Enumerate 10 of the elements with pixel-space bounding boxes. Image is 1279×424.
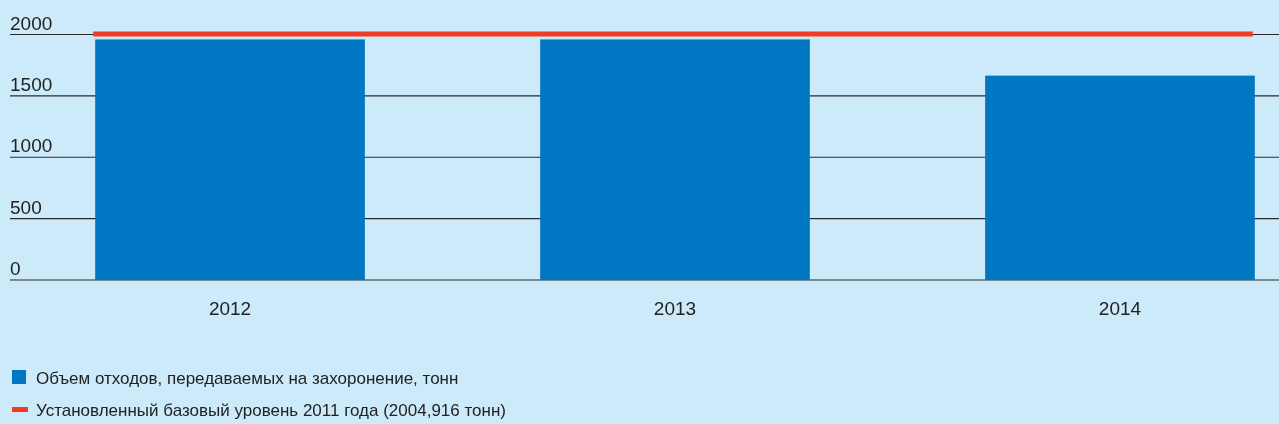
legend-label: Объем отходов, передаваемых на захоронение, тонн <box>36 369 459 388</box>
y-tick-label: 2000 <box>10 12 53 34</box>
x-tick-label: 2014 <box>1098 298 1142 319</box>
y-tick-label: 500 <box>10 196 42 218</box>
y-tick-label: 1500 <box>10 73 53 95</box>
x-tick-label: 2013 <box>653 298 697 319</box>
x-tick-label: 2012 <box>208 298 252 319</box>
y-tick-label: 1000 <box>10 135 53 157</box>
y-tick-label: 0 <box>10 258 21 279</box>
legend-label: Установленный базовый уровень 2011 года (2004,916 тонн) <box>36 401 506 420</box>
